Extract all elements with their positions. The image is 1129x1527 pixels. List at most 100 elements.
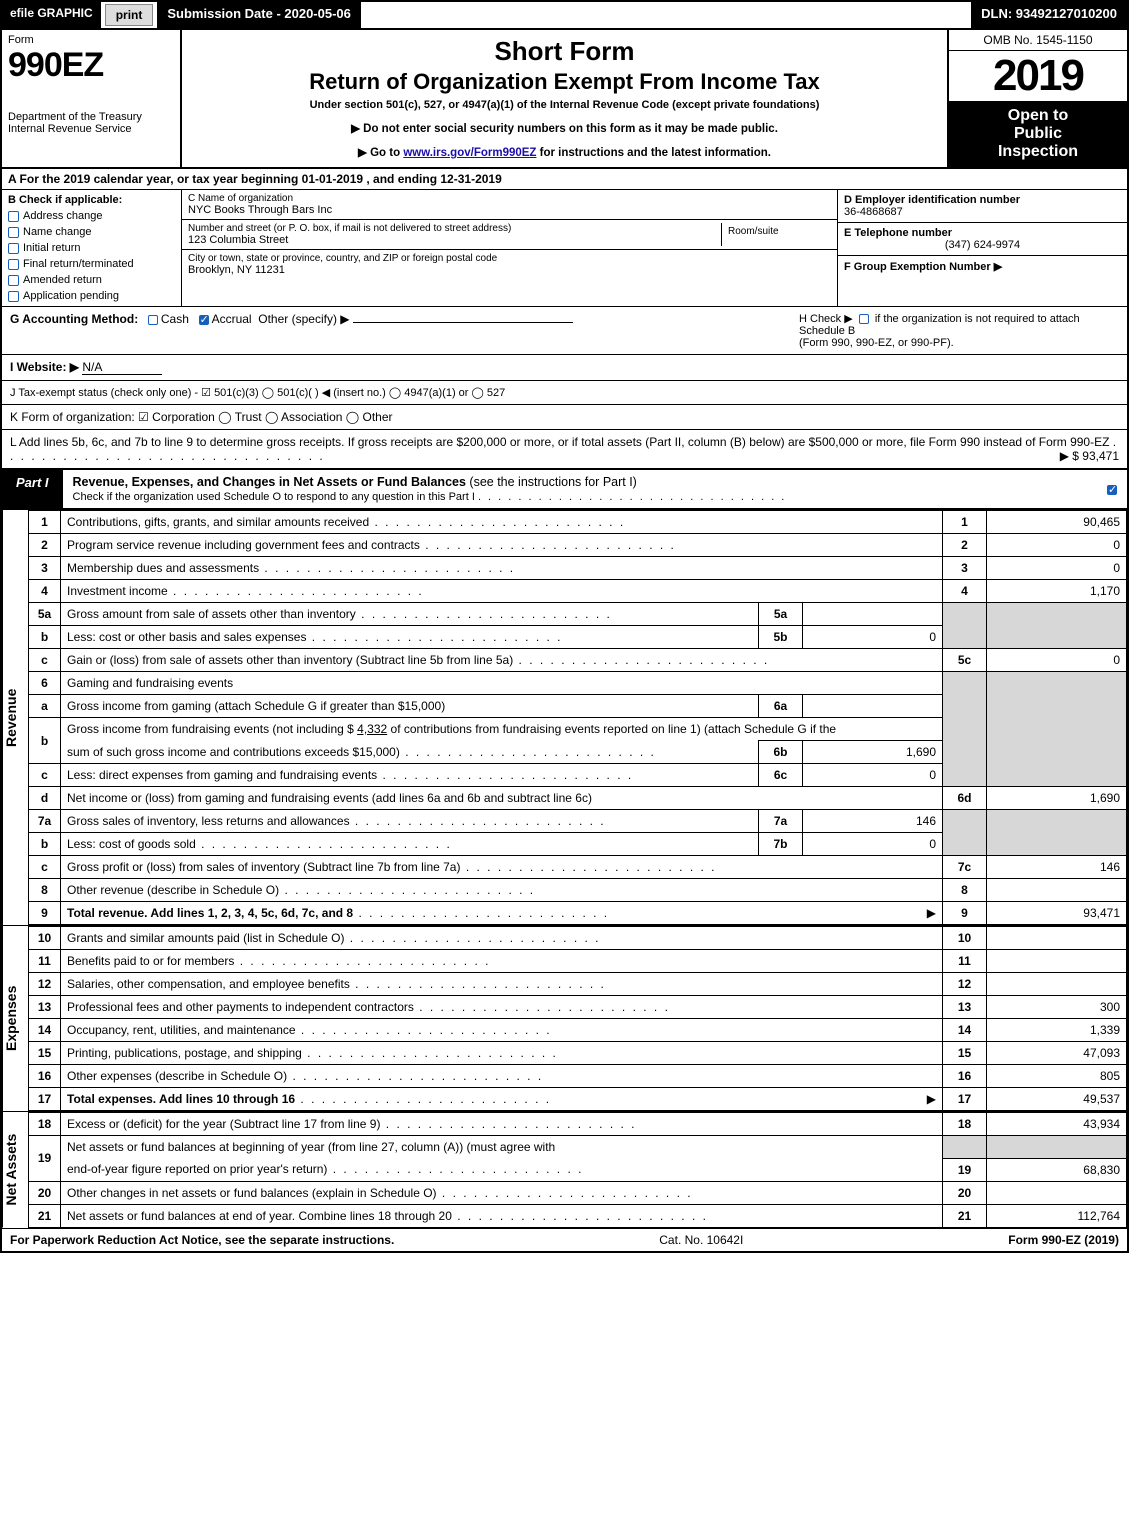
amount-5c: 0 (987, 649, 1127, 672)
part-1-header: Part I Revenue, Expenses, and Changes in… (2, 469, 1127, 509)
ein-value: 36-4868687 (844, 206, 1121, 218)
row-5c: cGain or (loss) from sale of assets othe… (29, 649, 1127, 672)
opt-application-pending[interactable]: Application pending (8, 290, 175, 302)
amount-6d: 1,690 (987, 787, 1127, 810)
amount-21: 112,764 (987, 1204, 1127, 1227)
row-6: 6Gaming and fundraising events (29, 672, 1127, 695)
catalog-number: Cat. No. 10642I (659, 1233, 743, 1247)
efile-label: efile GRAPHIC (2, 2, 101, 28)
box-f: F Group Exemption Number ▶ (838, 256, 1127, 306)
insp-2: Public (1014, 125, 1062, 142)
expenses-side-label: Expenses (2, 926, 28, 1111)
fundraising-contrib-amount: 4,332 (357, 722, 387, 736)
checkbox-icon[interactable] (859, 314, 869, 324)
part-1-title: Revenue, Expenses, and Changes in Net As… (73, 475, 466, 489)
irs-link[interactable]: www.irs.gov/Form990EZ (403, 147, 536, 159)
website-value: N/A (82, 360, 162, 375)
amount-6b: 1,690 (803, 741, 943, 764)
accrual-option: Accrual (212, 312, 252, 326)
amount-19: 68,830 (987, 1158, 1127, 1181)
opt-initial-return[interactable]: Initial return (8, 242, 175, 254)
amount-7b: 0 (803, 833, 943, 856)
line-g-h: G Accounting Method: Cash Accrual Other … (2, 307, 1127, 355)
dln-number: DLN: 93492127010200 (971, 2, 1127, 28)
box-b: B Check if applicable: Address change Na… (2, 190, 182, 306)
revenue-section: Revenue 1Contributions, gifts, grants, a… (2, 509, 1127, 925)
paperwork-notice: For Paperwork Reduction Act Notice, see … (10, 1233, 394, 1247)
checkbox-icon (8, 259, 19, 270)
tax-year: 2019 (949, 51, 1127, 101)
checkbox-icon (8, 243, 19, 254)
amount-5b: 0 (803, 626, 943, 649)
amount-1: 90,465 (987, 511, 1127, 534)
accounting-method-label: G Accounting Method: (10, 312, 138, 326)
row-16: 16Other expenses (describe in Schedule O… (29, 1065, 1127, 1088)
amount-14: 1,339 (987, 1019, 1127, 1042)
title-center: Short Form Return of Organization Exempt… (182, 30, 947, 167)
box-d: D Employer identification number 36-4868… (838, 190, 1127, 223)
row-14: 14Occupancy, rent, utilities, and mainte… (29, 1019, 1127, 1042)
row-2: 2Program service revenue including gover… (29, 534, 1127, 557)
form-990ez: efile GRAPHIC print Submission Date - 20… (0, 0, 1129, 1253)
directive-2: ▶ Go to www.irs.gov/Form990EZ for instru… (192, 145, 937, 159)
row-15: 15Printing, publications, postage, and s… (29, 1042, 1127, 1065)
row-17: 17Total expenses. Add lines 10 through 1… (29, 1088, 1127, 1111)
line-h-pre: H Check ▶ (799, 313, 856, 325)
amount-15: 47,093 (987, 1042, 1127, 1065)
dept-line-2: Internal Revenue Service (8, 123, 132, 135)
main-title: Return of Organization Exempt From Incom… (192, 69, 937, 95)
checkbox-checked-icon[interactable] (199, 315, 209, 325)
address-label: Number and street (or P. O. box, if mail… (188, 223, 721, 234)
gross-receipts-total: ▶ $ 93,471 (1060, 449, 1119, 463)
line-g: G Accounting Method: Cash Accrual Other … (10, 312, 799, 349)
other-option: Other (specify) ▶ (258, 312, 349, 326)
row-8: 8Other revenue (describe in Schedule O)8 (29, 879, 1127, 902)
line-k: K Form of organization: ☑ Corporation ◯ … (2, 405, 1127, 430)
amount-11 (987, 950, 1127, 973)
website-label: I Website: ▶ (10, 360, 79, 374)
amount-18: 43,934 (987, 1113, 1127, 1136)
top-bar: efile GRAPHIC print Submission Date - 20… (2, 2, 1127, 30)
print-button[interactable]: print (105, 4, 154, 26)
amount-13: 300 (987, 996, 1127, 1019)
opt-amended-return[interactable]: Amended return (8, 274, 175, 286)
title-right: OMB No. 1545-1150 2019 Open to Public In… (947, 30, 1127, 167)
checkbox-icon (8, 211, 19, 222)
expenses-section: Expenses 10Grants and similar amounts pa… (2, 925, 1127, 1111)
amount-4: 1,170 (987, 580, 1127, 603)
part-1-desc: Revenue, Expenses, and Changes in Net As… (63, 470, 1097, 508)
arrow-icon: ▶ (927, 906, 936, 920)
net-assets-table: 18Excess or (deficit) for the year (Subt… (28, 1112, 1127, 1228)
line-i: I Website: ▶ N/A (2, 355, 1127, 381)
arrow-icon: ▶ (927, 1092, 936, 1106)
row-1: 1Contributions, gifts, grants, and simil… (29, 511, 1127, 534)
row-7a: 7aGross sales of inventory, less returns… (29, 810, 1127, 833)
revenue-table: 1Contributions, gifts, grants, and simil… (28, 510, 1127, 925)
amount-3: 0 (987, 557, 1127, 580)
checkbox-icon[interactable] (148, 315, 158, 325)
other-specify-field[interactable] (353, 322, 573, 323)
box-c: C Name of organization NYC Books Through… (182, 190, 837, 306)
row-19a: 19Net assets or fund balances at beginni… (29, 1136, 1127, 1159)
opt-final-return[interactable]: Final return/terminated (8, 258, 175, 270)
line-l: L Add lines 5b, 6c, and 7b to line 9 to … (2, 430, 1127, 469)
amount-12 (987, 973, 1127, 996)
net-assets-section: Net Assets 18Excess or (deficit) for the… (2, 1111, 1127, 1228)
form-word: Form (8, 34, 174, 46)
opt-name-change[interactable]: Name change (8, 226, 175, 238)
amount-7c: 146 (987, 856, 1127, 879)
title-block: Form 990EZ Department of the Treasury In… (2, 30, 1127, 169)
part-1-checkbox[interactable] (1097, 470, 1127, 508)
directive-1: ▶ Do not enter social security numbers o… (192, 121, 937, 135)
expenses-table: 10Grants and similar amounts paid (list … (28, 926, 1127, 1111)
opt-address-change[interactable]: Address change (8, 210, 175, 222)
part-1-tag: Part I (2, 470, 63, 508)
row-11: 11Benefits paid to or for members11 (29, 950, 1127, 973)
ein-label: D Employer identification number (844, 194, 1121, 206)
row-4: 4Investment income41,170 (29, 580, 1127, 603)
department-label: Department of the Treasury Internal Reve… (8, 111, 174, 135)
org-name-value: NYC Books Through Bars Inc (188, 204, 831, 216)
net-assets-side-label: Net Assets (2, 1112, 28, 1228)
box-b-label: B Check if applicable: (8, 194, 175, 206)
row-13: 13Professional fees and other payments t… (29, 996, 1127, 1019)
